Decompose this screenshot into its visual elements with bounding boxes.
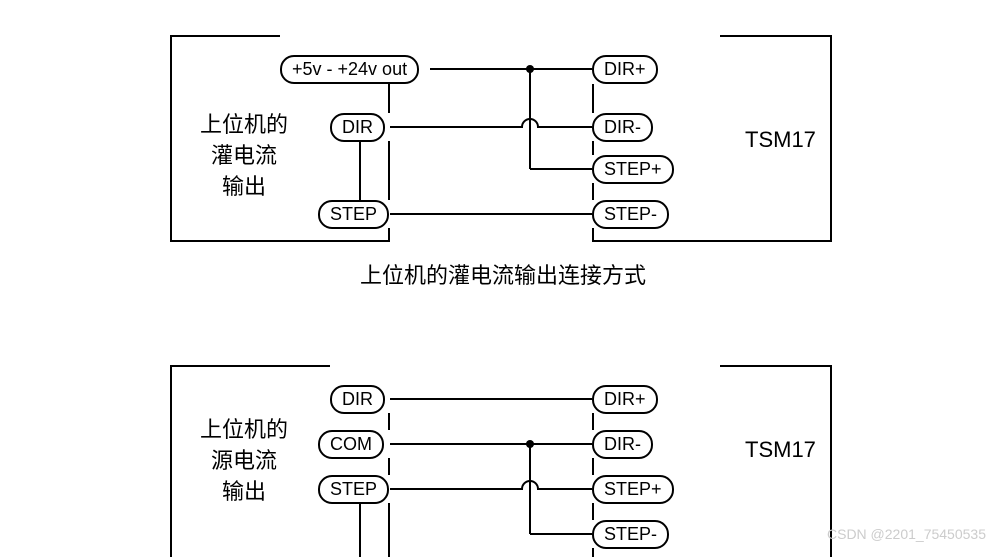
d1-right-box-lseg4 — [592, 228, 594, 240]
d2-left-box-rseg2 — [388, 458, 390, 475]
d2-right-pin-3: STEP- — [592, 520, 669, 549]
d2-right-box-top — [720, 365, 832, 367]
d1-left-pin-1: DIR — [330, 113, 385, 142]
d1-right-pin-3: STEP- — [592, 200, 669, 229]
d1-right-box-lseg2 — [592, 141, 594, 155]
d2-right-pin-0: DIR+ — [592, 385, 658, 414]
d1-left-label: 上位机的灌电流输出 — [200, 110, 288, 202]
d1-right-box-lseg1 — [592, 84, 594, 113]
diagram-container: 上位机的灌电流输出 TSM17 +5v - +24v out DIR STEP … — [0, 0, 1006, 557]
d1-caption: 上位机的灌电流输出连接方式 — [0, 258, 1006, 290]
d2-right-box-lseg3 — [592, 503, 594, 520]
d1-right-pin-1: DIR- — [592, 113, 653, 142]
d1-right-box-bottom — [592, 240, 832, 242]
d2-left-pin-1: COM — [318, 430, 384, 459]
d2-right-pin-2: STEP+ — [592, 475, 674, 504]
d2-left-box-rseg1 — [388, 413, 390, 430]
d2-right-label: TSM17 — [745, 435, 816, 466]
d1-left-box-rseg3 — [388, 228, 390, 240]
d2-left-box-top — [170, 365, 330, 367]
d1-left-box-top — [170, 35, 280, 37]
d2-left-label: 上位机的源电流输出 — [200, 415, 288, 507]
d1-right-label: TSM17 — [745, 125, 816, 156]
d2-left-box-rseg3 — [388, 503, 390, 557]
d2-right-box-lseg2 — [592, 458, 594, 475]
d1-left-box-rseg2 — [388, 141, 390, 200]
d1-right-pin-2: STEP+ — [592, 155, 674, 184]
d1-right-box-top — [720, 35, 832, 37]
watermark: CSDN @2201_75450535 — [827, 526, 986, 542]
d1-left-pin-2: STEP — [318, 200, 389, 229]
d1-left-box-rseg1 — [388, 84, 390, 113]
d2-right-pin-1: DIR- — [592, 430, 653, 459]
d1-right-box-lseg3 — [592, 183, 594, 200]
d2-left-pin-0: DIR — [330, 385, 385, 414]
d2-right-box-lseg1 — [592, 413, 594, 430]
d2-right-box-lseg4 — [592, 548, 594, 557]
d1-right-pin-0: DIR+ — [592, 55, 658, 84]
d1-left-box-bottom — [170, 240, 390, 242]
d2-left-pin-2: STEP — [318, 475, 389, 504]
d1-left-pin-0: +5v - +24v out — [280, 55, 419, 84]
